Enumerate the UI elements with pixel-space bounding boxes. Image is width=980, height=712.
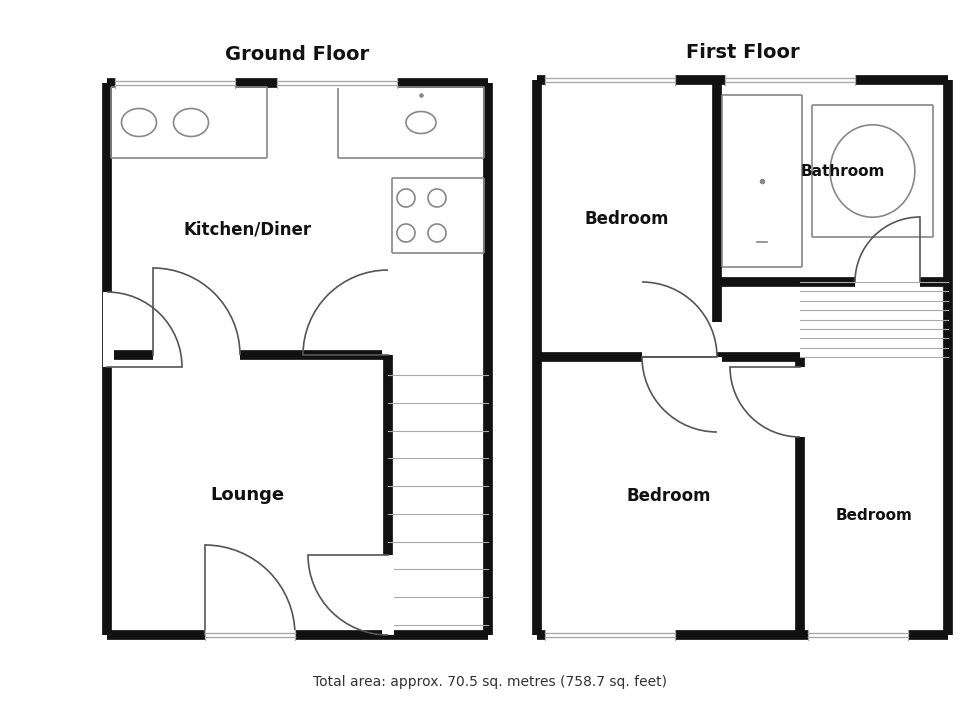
- Bar: [205, 628, 295, 639]
- Bar: [712, 357, 722, 432]
- Bar: [382, 555, 394, 635]
- Bar: [115, 78, 235, 88]
- Bar: [725, 75, 855, 85]
- Bar: [382, 270, 394, 355]
- Text: Total area: approx. 70.5 sq. metres (758.7 sq. feet): Total area: approx. 70.5 sq. metres (758…: [313, 675, 667, 689]
- Bar: [795, 367, 805, 437]
- Bar: [545, 630, 675, 640]
- Bar: [808, 630, 908, 640]
- Text: First Floor: First Floor: [686, 43, 800, 61]
- Text: Bedroom: Bedroom: [626, 487, 710, 505]
- Bar: [855, 277, 920, 287]
- Bar: [205, 630, 295, 640]
- Text: Bedroom: Bedroom: [836, 508, 912, 523]
- Bar: [103, 292, 114, 367]
- Bar: [545, 75, 675, 85]
- Text: Bedroom: Bedroom: [585, 209, 669, 228]
- Bar: [277, 78, 397, 88]
- Text: Bathroom: Bathroom: [801, 164, 885, 179]
- Text: Kitchen/Diner: Kitchen/Diner: [183, 220, 312, 238]
- Text: Ground Floor: Ground Floor: [225, 46, 369, 65]
- Text: Lounge: Lounge: [211, 486, 284, 504]
